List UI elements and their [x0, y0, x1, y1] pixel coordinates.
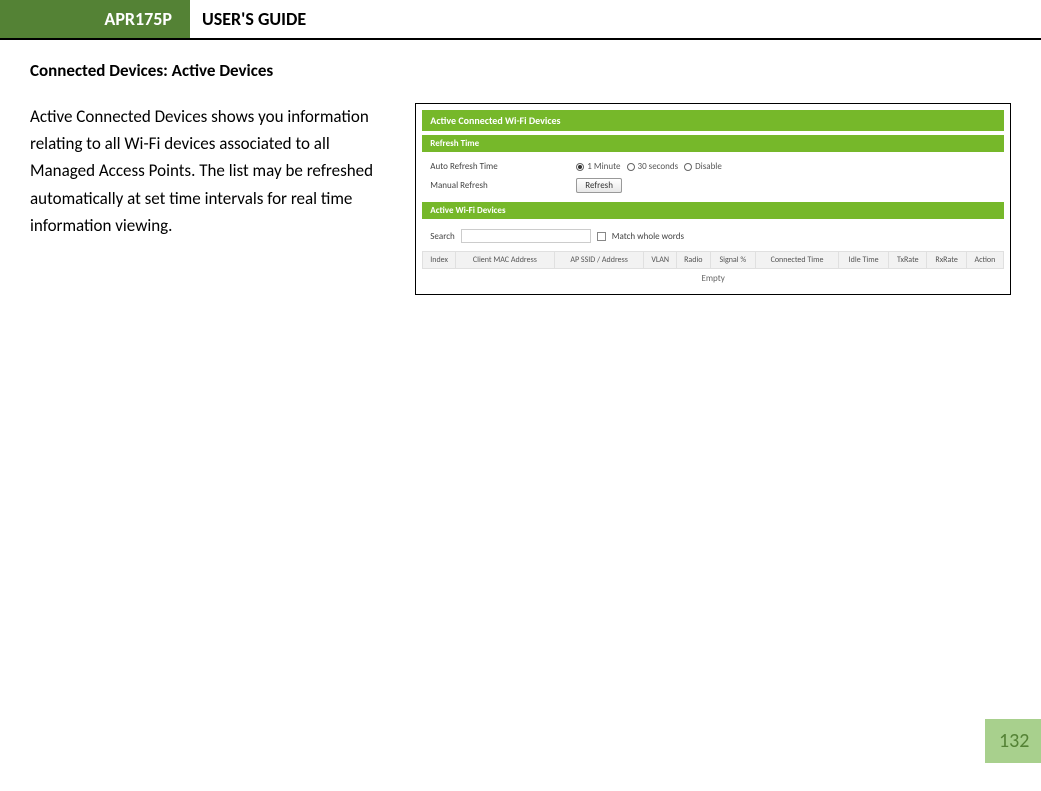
radio-label: 1 Minute: [587, 161, 620, 172]
body-row: Active Connected Devices shows you infor…: [30, 103, 1011, 295]
col-signal[interactable]: Signal %: [710, 252, 755, 269]
embedded-screenshot: Active Connected Wi-Fi Devices Refresh T…: [415, 103, 1011, 295]
col-radio[interactable]: Radio: [676, 252, 710, 269]
panel-main-header: Active Connected Wi-Fi Devices: [422, 110, 1004, 131]
col-index[interactable]: Index: [423, 252, 456, 269]
radio-30-seconds[interactable]: 30 seconds: [627, 161, 679, 172]
empty-cell: Empty: [423, 269, 1004, 289]
radio-disable[interactable]: Disable: [684, 161, 722, 172]
devices-table: Index Client MAC Address AP SSID / Addre…: [422, 251, 1004, 288]
col-connected[interactable]: Connected Time: [756, 252, 839, 269]
col-idle[interactable]: Idle Time: [839, 252, 889, 269]
refresh-button[interactable]: Refresh: [576, 178, 622, 193]
match-label: Match whole words: [612, 231, 684, 242]
radio-icon: [627, 163, 635, 171]
doc-title: USER'S GUIDE: [190, 0, 318, 38]
search-input[interactable]: [461, 229, 591, 243]
doc-header: APR175P USER'S GUIDE: [0, 0, 1041, 40]
col-ssid[interactable]: AP SSID / Address: [554, 252, 644, 269]
page-number-badge: 132: [985, 719, 1041, 763]
radio-label: 30 seconds: [638, 161, 679, 172]
manual-refresh-row: Manual Refresh Refresh: [422, 175, 1004, 196]
product-badge: APR175P: [0, 0, 190, 38]
manual-refresh-label: Manual Refresh: [430, 180, 570, 191]
col-action[interactable]: Action: [966, 252, 1003, 269]
page-content: Connected Devices: Active Devices Active…: [0, 40, 1041, 315]
col-rxrate[interactable]: RxRate: [927, 252, 966, 269]
col-vlan[interactable]: VLAN: [644, 252, 677, 269]
radio-1-minute[interactable]: 1 Minute: [576, 161, 620, 172]
panel-refresh-header: Refresh Time: [422, 135, 1004, 152]
section-heading: Connected Devices: Active Devices: [30, 60, 1011, 81]
col-mac[interactable]: Client MAC Address: [455, 252, 554, 269]
match-checkbox[interactable]: [597, 232, 606, 241]
radio-icon: [576, 163, 584, 171]
radio-label: Disable: [695, 161, 722, 172]
search-row: Search Match whole words: [422, 225, 1004, 247]
auto-refresh-label: Auto Refresh Time: [430, 161, 570, 172]
table-header-row: Index Client MAC Address AP SSID / Addre…: [423, 252, 1004, 269]
panel-active-header: Active Wi-Fi Devices: [422, 202, 1004, 219]
col-txrate[interactable]: TxRate: [889, 252, 927, 269]
auto-refresh-row: Auto Refresh Time 1 Minute 30 seconds Di…: [422, 158, 1004, 175]
body-paragraph: Active Connected Devices shows you infor…: [30, 103, 397, 239]
table-empty-row: Empty: [423, 269, 1004, 289]
search-label: Search: [430, 231, 454, 242]
radio-icon: [684, 163, 692, 171]
